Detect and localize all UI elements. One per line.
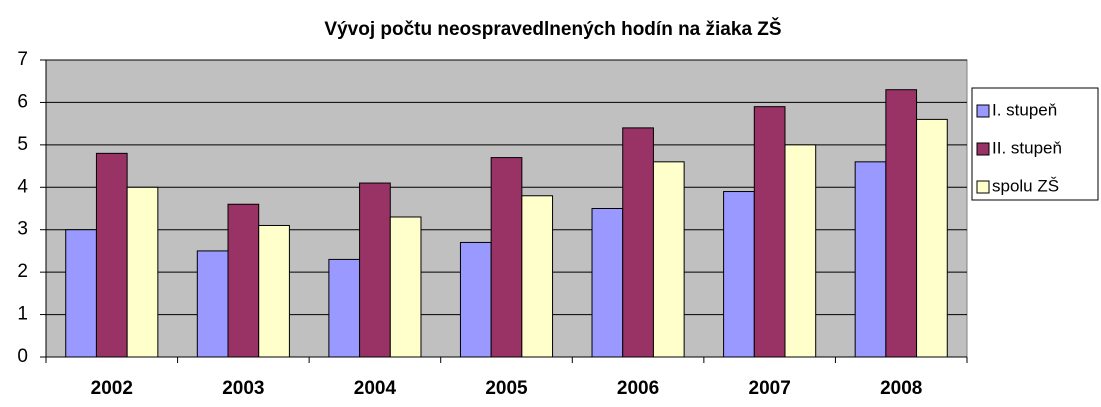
x-tick-label: 2003 [222,378,264,399]
x-tick-label: 2004 [354,378,397,399]
bar [723,191,755,358]
bar [126,186,159,358]
x-tick-label: 2008 [880,378,922,399]
bar [490,157,523,358]
legend-label: I. stupeň [992,100,1057,119]
bar [622,127,654,358]
legend-label: II. stupeň [992,138,1062,157]
legend-swatch [976,180,990,194]
bar [227,203,260,358]
y-tick-label: 5 [17,134,28,155]
bar [196,250,229,358]
bar [65,229,97,358]
legend-label: spolu ZŠ [992,176,1059,195]
bar [916,118,948,358]
bar [95,152,128,358]
bar [885,89,918,358]
x-tick-label: 2007 [749,378,791,399]
x-tick-label: 2006 [617,378,659,399]
y-tick-label: 7 [17,49,28,70]
legend-swatch [976,142,990,156]
y-tick-label: 6 [17,91,28,112]
bar [784,144,817,358]
bar [854,161,887,358]
y-tick-label: 4 [17,176,28,197]
legend-box [971,87,1099,201]
bar [521,195,554,358]
legend-swatch [976,104,990,118]
bar [591,208,624,358]
y-tick-label: 2 [17,261,28,282]
x-tick-label: 2005 [485,378,528,399]
bar [328,258,361,358]
bar [652,161,685,358]
bar [258,224,290,358]
y-tick-label: 0 [17,346,28,367]
bar [753,106,786,358]
chart-title: Vývoj počtu neospravedlnených hodín na ž… [324,18,781,40]
y-tick-label: 1 [17,304,28,325]
x-tick-label: 2002 [91,378,133,399]
bar [359,182,391,358]
bar [459,241,492,358]
bar [389,216,422,358]
y-tick-label: 3 [17,219,28,240]
